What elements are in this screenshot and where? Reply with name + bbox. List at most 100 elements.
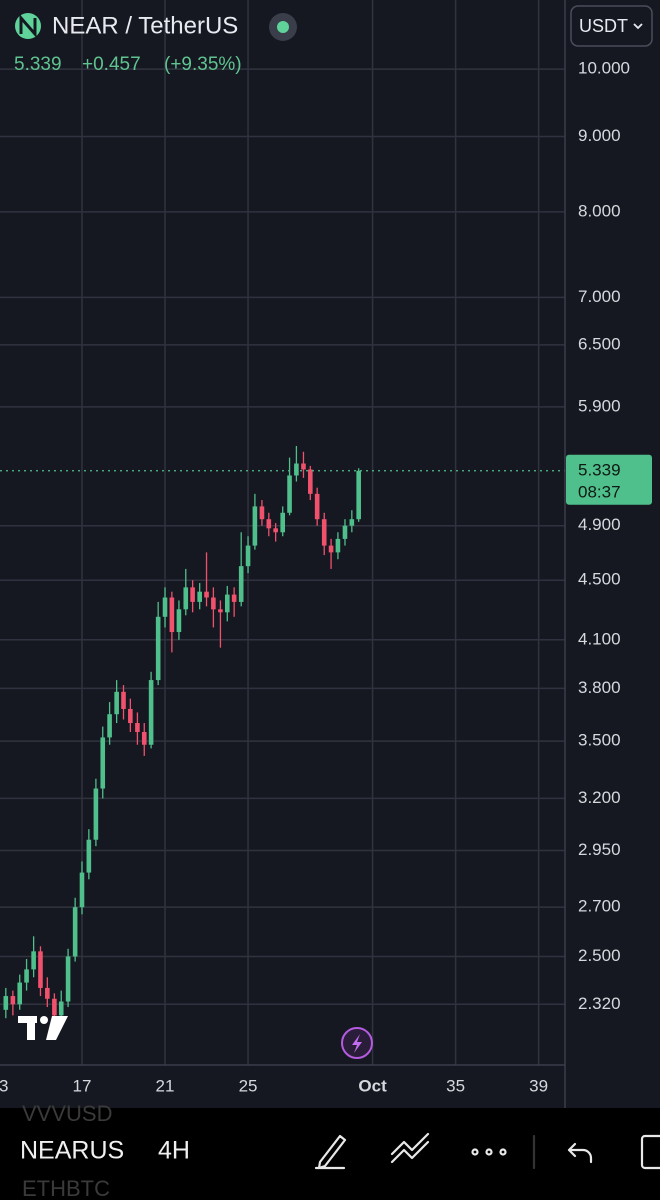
- trend-tool[interactable]: [390, 1132, 430, 1164]
- x-tick-label: 21: [156, 1076, 175, 1095]
- candle-body: [65, 956, 71, 1002]
- candle-body: [72, 907, 78, 957]
- tv-logo: [18, 1016, 68, 1040]
- currency-chevron: [633, 23, 643, 30]
- candle-body: [190, 587, 195, 602]
- x-tick-label: 39: [529, 1076, 548, 1095]
- y-tick-label: 2.500: [578, 946, 621, 965]
- candle-body: [259, 506, 265, 520]
- header-change-percent: (+9.35%): [164, 54, 242, 75]
- candle-body: [141, 731, 147, 745]
- candle-body: [183, 587, 189, 610]
- candle-body: [335, 538, 341, 553]
- more-dot[interactable]: [471, 1148, 479, 1156]
- currency-button[interactable]: [570, 5, 653, 47]
- last-price-label: 5.339: [578, 460, 621, 479]
- header-price: 5.339: [14, 54, 62, 75]
- countdown-label: 08:37: [578, 482, 621, 501]
- candle-body: [231, 594, 237, 602]
- candle-body: [328, 545, 334, 553]
- candle-body: [17, 982, 23, 1005]
- faded-symbol-above[interactable]: VVVUSD: [22, 1101, 112, 1126]
- currency-label: USDT: [579, 16, 628, 36]
- y-tick-label: 9.000: [578, 126, 621, 145]
- last-price-tag: [566, 454, 652, 505]
- candle-body: [38, 951, 43, 988]
- status-dot: [277, 21, 289, 33]
- candle-body: [86, 839, 92, 873]
- more-dot[interactable]: [499, 1148, 507, 1156]
- x-tick-label: Oct: [358, 1076, 387, 1095]
- candle-body: [128, 708, 133, 724]
- candle-body: [155, 616, 161, 681]
- candle-body: [321, 519, 327, 546]
- candle-body: [58, 1001, 64, 1016]
- candle-body: [245, 545, 251, 567]
- candle-body: [24, 969, 29, 983]
- candle-body: [148, 680, 154, 745]
- toolbar: [0, 1108, 660, 1200]
- candle-body: [211, 597, 216, 610]
- x-tick-label: 13: [0, 1076, 8, 1095]
- draw-tool[interactable]: [314, 1134, 347, 1170]
- fullscreen-button[interactable]: [640, 1134, 660, 1170]
- candle-body: [3, 996, 9, 1010]
- x-tick-label: 17: [73, 1076, 92, 1095]
- candle-body: [79, 872, 85, 908]
- faded-symbol-below[interactable]: ETHBTC: [22, 1176, 110, 1200]
- x-tick-label: 25: [239, 1076, 258, 1095]
- candle-body: [218, 609, 223, 613]
- undo-button[interactable]: [567, 1142, 593, 1164]
- candle-body: [349, 519, 355, 526]
- y-tick-label: 3.800: [578, 678, 621, 697]
- y-tick-label: 7.000: [578, 287, 621, 306]
- candle-body: [266, 519, 272, 529]
- candle-body: [52, 998, 57, 1016]
- overlay: 10.000 9.000 8.000 7.000 6.500 5.900 4.900 4.50…: [0, 59, 652, 1095]
- y-tick-label: 2.700: [578, 897, 621, 916]
- candle-body: [342, 525, 348, 539]
- toolbar-interval[interactable]: 4H: [158, 1137, 190, 1165]
- candle-body: [308, 469, 313, 494]
- candle-body: [294, 463, 299, 476]
- candle-body: [176, 609, 182, 633]
- symbol-title[interactable]: NEAR / TetherUS: [52, 12, 238, 39]
- y-tick-label: 4.500: [578, 570, 621, 589]
- candle-body: [162, 597, 168, 617]
- candle-body: [301, 463, 306, 470]
- y-tick-label: 2.950: [578, 840, 621, 859]
- y-tick-label: 10.000: [578, 59, 630, 78]
- candle-body: [45, 987, 50, 999]
- x-tick-label: 35: [446, 1076, 465, 1095]
- candle-body: [280, 512, 286, 533]
- more-dot[interactable]: [485, 1148, 493, 1156]
- y-tick-label: 3.200: [578, 788, 621, 807]
- candle-body: [107, 714, 112, 738]
- candle-body: [31, 951, 36, 970]
- candle-body: [238, 566, 244, 602]
- candle-body: [114, 691, 119, 715]
- candle-body: [204, 591, 209, 598]
- y-tick-label: 5.900: [578, 396, 621, 415]
- candle-body: [10, 996, 16, 1005]
- chart-background: [0, 0, 660, 1108]
- y-tick-label: 2.320: [578, 994, 621, 1013]
- coin-icon-glyph: [19, 14, 37, 38]
- candle-body: [224, 594, 230, 613]
- candle-body: [314, 493, 320, 520]
- candle-body: [197, 591, 202, 602]
- candle-body: [93, 788, 99, 840]
- symbol-fade: [124, 1130, 134, 1175]
- y-tick-label: 4.100: [578, 629, 621, 648]
- candle-body: [252, 506, 258, 546]
- y-tick-label: 3.500: [578, 731, 621, 750]
- toolbar-symbol[interactable]: NEARUS: [20, 1137, 124, 1165]
- candle-body: [100, 737, 106, 789]
- candle-body: [121, 691, 126, 709]
- candle-body: [287, 475, 292, 513]
- y-tick-label: 6.500: [578, 334, 621, 353]
- y-tick-label: 4.900: [578, 515, 621, 534]
- replay-icon: [352, 1034, 362, 1053]
- candle-body: [273, 528, 278, 533]
